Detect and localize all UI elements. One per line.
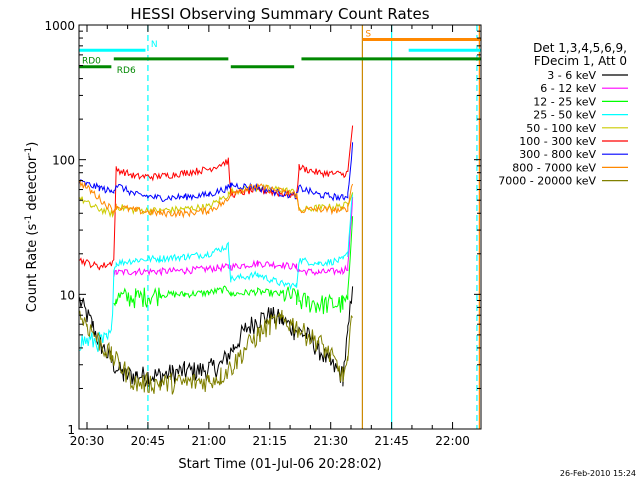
y-tick-label: 1000 — [44, 19, 75, 33]
y-tick-label: 100 — [52, 154, 75, 168]
observing-bar-label: RD0 — [82, 57, 101, 67]
series-line-6 — [79, 142, 354, 202]
x-tick-label: 21:15 — [252, 434, 287, 448]
legend-label: 300 - 800 keV — [519, 148, 596, 161]
y-tick-label: 1 — [67, 423, 75, 437]
legend-label: 100 - 300 keV — [519, 135, 596, 148]
chart-title: HESSI Observing Summary Count Rates — [130, 5, 429, 23]
plot-frame — [78, 24, 482, 430]
observing-bar-label: N — [151, 40, 158, 50]
x-tick-label: 21:30 — [313, 434, 348, 448]
x-axis-label: Start Time (01-Jul-06 20:28:02) — [178, 457, 381, 472]
y-axis-label-part2: detector — [25, 155, 40, 215]
timestamp: 26-Feb-2010 15:24 — [560, 469, 636, 478]
legend-label: 3 - 6 keV — [547, 69, 596, 82]
series-line-2 — [113, 216, 354, 315]
y-axis-label: Count Rate (s-1 detector-1) — [24, 142, 40, 313]
x-tick-label: 21:00 — [192, 434, 227, 448]
x-tick-label: 22:00 — [435, 434, 470, 448]
series-line-5 — [79, 125, 354, 271]
y-axis-label-part3: ) — [25, 142, 40, 147]
observing-bar-label: RD6 — [117, 66, 136, 76]
x-tick-label: 20:45 — [131, 434, 166, 448]
x-tick-label: 20:30 — [70, 434, 105, 448]
series-line-3 — [79, 192, 354, 353]
legend-label: 12 - 25 keV — [533, 95, 596, 108]
legend-label: 50 - 100 keV — [526, 122, 596, 135]
legend-header-line1: Det 1,3,4,5,6,9, — [533, 41, 627, 55]
x-tick-label: 21:45 — [374, 434, 409, 448]
observing-bar-label: S — [365, 30, 371, 40]
legend-label: 6 - 12 keV — [540, 82, 596, 95]
series-line-8 — [79, 309, 353, 395]
legend-label: 25 - 50 keV — [533, 109, 596, 122]
series-line-4 — [79, 183, 354, 219]
y-axis-label-sup2: -1 — [24, 147, 34, 156]
legend-header-line2: FDecim 1, Att 0 — [534, 54, 627, 68]
y-axis-label-sup1: -1 — [24, 215, 34, 224]
y-axis-label-part1: Count Rate (s — [25, 224, 40, 313]
series-line-7 — [79, 179, 354, 219]
series-line-1 — [113, 197, 354, 277]
legend-label: 7000 - 20000 keV — [498, 175, 596, 188]
legend-label: 800 - 7000 keV — [512, 161, 596, 174]
y-tick-label: 10 — [60, 288, 75, 302]
